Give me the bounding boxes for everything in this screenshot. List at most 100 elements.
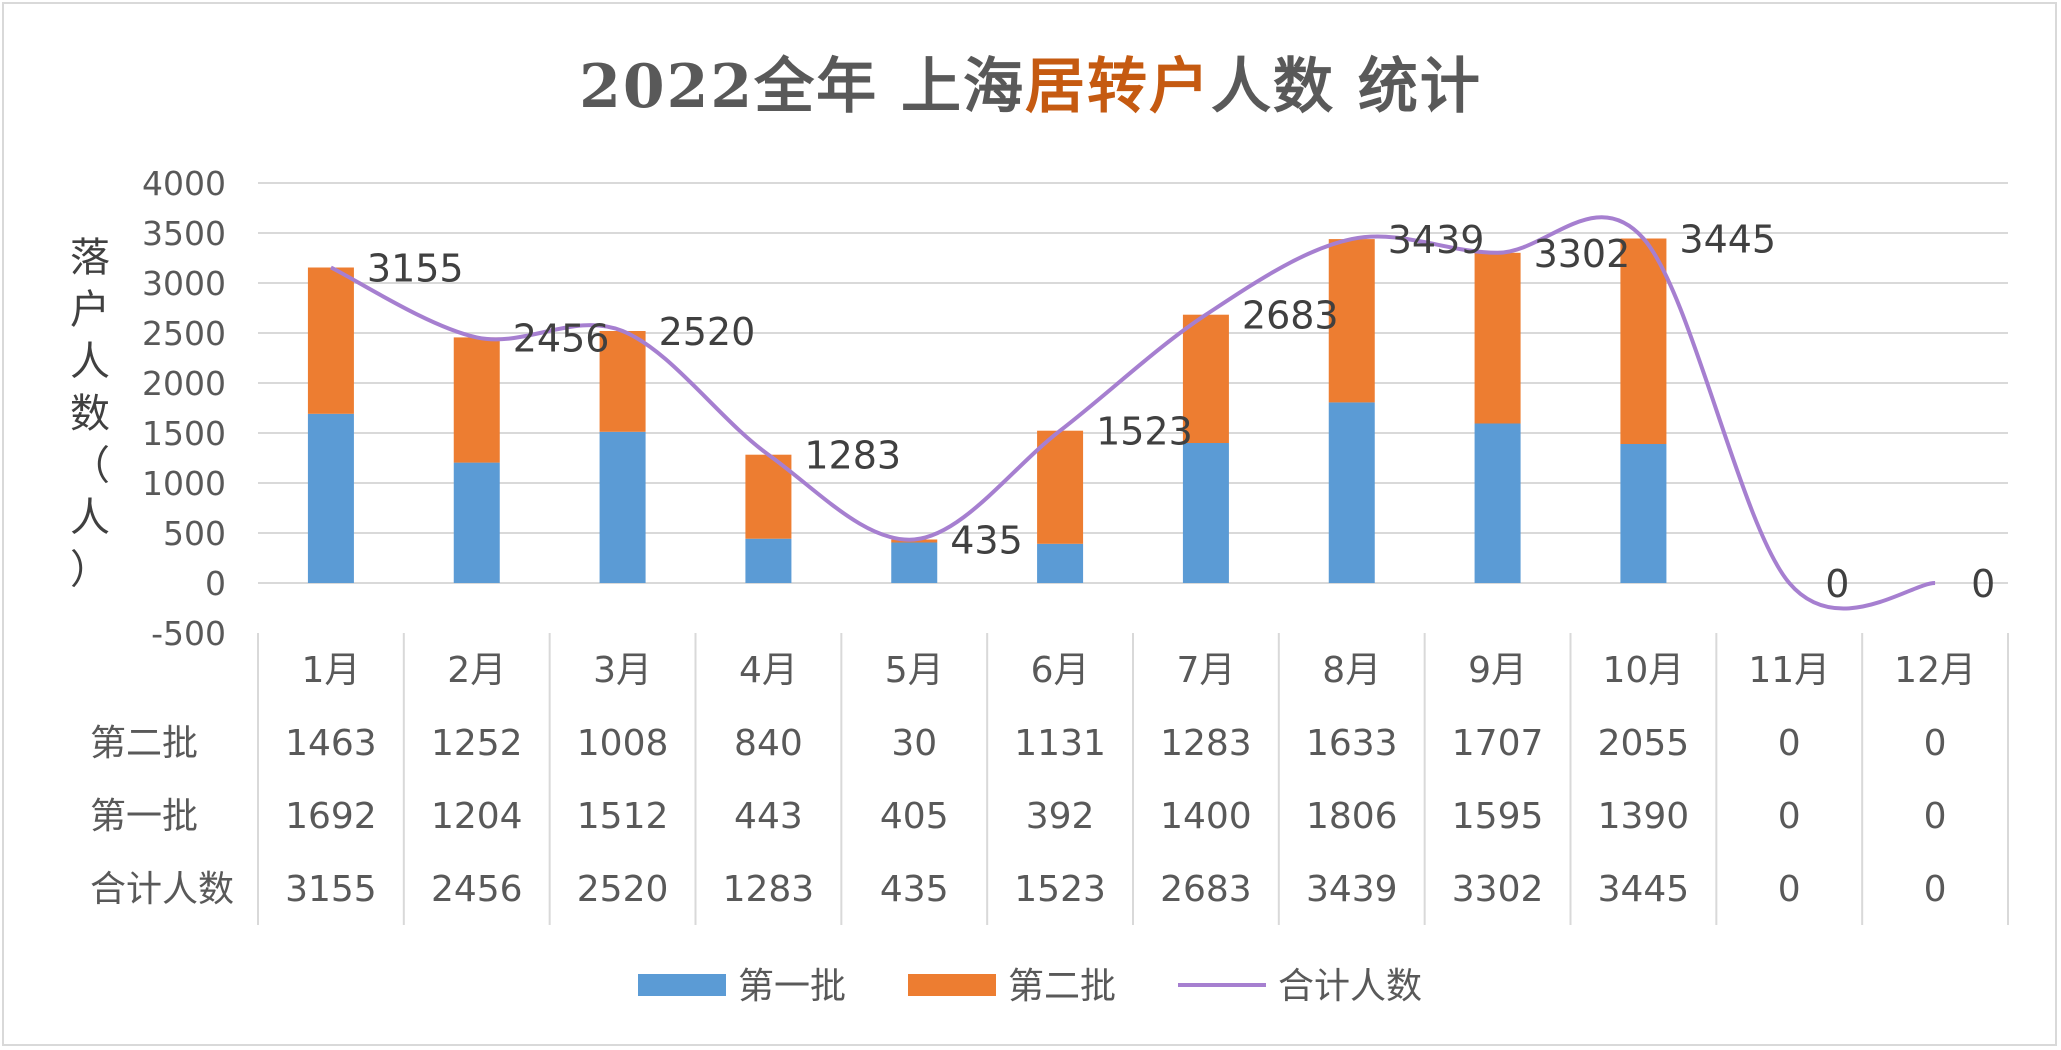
data-label-total: 3302 (1534, 232, 1631, 276)
bar-first-batch (1620, 444, 1667, 583)
legend-swatch (908, 974, 996, 996)
table-cell: 1252 (431, 723, 523, 764)
data-labels: 3155 2456 2520 1283 435 1523 2683 3439 3302 3445 0… (367, 218, 1995, 607)
x-tick-label: 3月 (593, 650, 652, 691)
y-tick-label: 2500 (142, 314, 226, 353)
table-cell: 1595 (1452, 796, 1544, 837)
table-cell: 1463 (285, 723, 377, 764)
bar-first-batch (1182, 443, 1229, 583)
bar-first-batch (599, 431, 646, 583)
grid-lines (258, 182, 2008, 584)
table-cell: 1633 (1306, 723, 1398, 764)
table-cell: 3302 (1452, 869, 1544, 910)
total-line (330, 215, 1936, 611)
y-axis-label-char: 落 (70, 235, 110, 281)
bar-first-batch (891, 542, 938, 583)
y-axis-label-char: 数 (70, 391, 110, 437)
table-cell: 1390 (1598, 796, 1690, 837)
legend-label: 第一批 (738, 966, 846, 1007)
y-tick-label: 3000 (142, 264, 226, 303)
total-series-line (330, 215, 1936, 611)
data-label-total: 3155 (367, 247, 464, 291)
legend-label: 第二批 (1008, 966, 1116, 1007)
chart-title-part3: 人数 统计 (1211, 52, 1482, 122)
table-cell: 3439 (1306, 869, 1398, 910)
table-cell: 3155 (285, 869, 377, 910)
table-cell: 2520 (577, 869, 669, 910)
table-cell: 1283 (723, 869, 815, 910)
y-axis-label-char: （ (70, 443, 110, 489)
bar-second-batch (1328, 239, 1375, 403)
bar-first-batch (745, 538, 792, 583)
y-axis-label-char: 人 (70, 339, 110, 385)
bar-second-batch (1474, 252, 1521, 424)
y-axis-label-char: 户 (70, 287, 110, 333)
legend: 第一批 第二批 合计人数 (638, 966, 1422, 1007)
chart-title-part1: 2022全年 上海 (579, 52, 1025, 122)
y-tick-label: 2000 (142, 364, 226, 403)
bar-first-batch (1328, 402, 1375, 583)
data-label-total: 0 (1971, 562, 1995, 606)
table-cell: 1283 (1160, 723, 1252, 764)
bar-first-batch (453, 462, 500, 583)
x-tick-label: 8月 (1322, 650, 1381, 691)
table-cell: 405 (880, 796, 949, 837)
bars (307, 238, 1667, 583)
table-cell: 1400 (1160, 796, 1252, 837)
y-tick-label: 1000 (142, 464, 226, 503)
x-tick-label: 1月 (301, 650, 360, 691)
data-label-total: 2456 (513, 316, 610, 360)
x-tick-label: 4月 (739, 650, 798, 691)
chart-title: 2022全年 上海居转户人数 统计 (0, 38, 2061, 125)
table-cell: 1523 (1014, 869, 1106, 910)
table-cell: 0 (1924, 869, 1947, 910)
x-tick-label: 2月 (447, 650, 506, 691)
table-cell: 1131 (1014, 723, 1106, 764)
table-cell: 2055 (1598, 723, 1690, 764)
table-cell: 1512 (577, 796, 669, 837)
bar-second-batch (1182, 314, 1229, 443)
data-label-total: 1283 (804, 434, 901, 478)
table-cell: 392 (1026, 796, 1095, 837)
table-cell: 3445 (1598, 869, 1690, 910)
bar-first-batch (1474, 423, 1521, 583)
bar-second-batch (307, 267, 354, 414)
chart-title-highlight: 居转户 (1025, 52, 1211, 122)
table-cell: 0 (1924, 796, 1947, 837)
table-cell: 0 (1924, 723, 1947, 764)
y-tick-label: 4000 (142, 164, 226, 203)
y-tick-labels: -500 0 500 1000 1500 2000 2500 3000 3500 4000 (142, 164, 226, 653)
table-row-label: 第二批 (90, 723, 198, 764)
table-cell: 1204 (431, 796, 523, 837)
table-cell: 443 (734, 796, 803, 837)
legend-swatch (638, 974, 726, 996)
bar-second-batch (599, 331, 646, 432)
table-row-label: 第一批 (90, 796, 198, 837)
x-tick-label: 12月 (1894, 650, 1976, 691)
table-cell: 1707 (1452, 723, 1544, 764)
legend-label: 合计人数 (1278, 966, 1422, 1007)
y-tick-label: -500 (151, 614, 226, 653)
data-label-total: 0 (1825, 562, 1849, 606)
table-cell: 30 (891, 723, 937, 764)
y-tick-label: 1500 (142, 414, 226, 453)
x-tick-label: 5月 (885, 650, 944, 691)
data-label-total: 435 (950, 519, 1023, 563)
data-label-total: 2683 (1242, 294, 1339, 338)
table-cell: 0 (1778, 723, 1801, 764)
bar-second-batch (453, 337, 500, 463)
y-axis-label-char: 人 (70, 495, 110, 541)
y-axis-label: 落户人数（人） (60, 232, 120, 596)
data-label-total: 1523 (1096, 410, 1193, 454)
table-cell: 2683 (1160, 869, 1252, 910)
table-row-label: 合计人数 (90, 869, 234, 910)
data-label-total: 3445 (1679, 218, 1776, 262)
y-tick-label: 3500 (142, 214, 226, 253)
y-axis-label-char: ） (70, 547, 110, 593)
table-cell: 1008 (577, 723, 669, 764)
bar-first-batch (307, 413, 354, 583)
x-tick-label: 9月 (1468, 650, 1527, 691)
